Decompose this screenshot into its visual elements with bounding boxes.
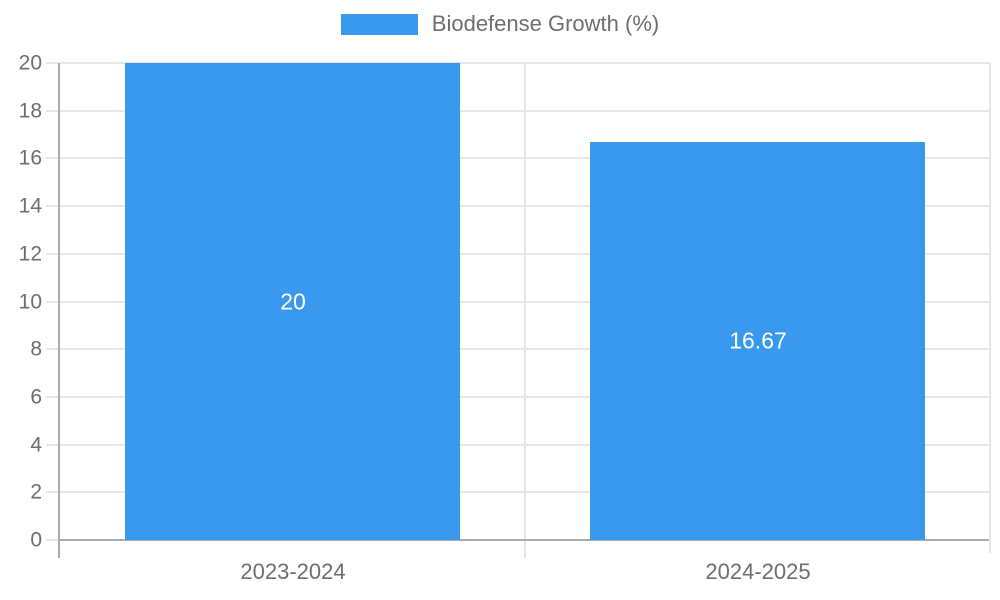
x-tick-label: 2023-2024 [240,559,346,584]
bar-2024-2025[interactable] [590,142,925,540]
y-tick-label: 8 [30,337,42,361]
x-axis-line [58,539,991,541]
y-tick-mark [46,348,58,350]
bar-2023-2024[interactable] [125,63,460,540]
y-tick-mark [46,539,58,541]
y-tick-mark [46,301,58,303]
y-tick-label: 2 [30,480,42,504]
y-tick-mark [46,205,58,207]
y-tick-label: 14 [18,194,42,218]
y-tick-label: 12 [18,242,42,266]
y-tick-label: 10 [18,290,42,314]
y-tick-mark [46,444,58,446]
y-tick-label: 18 [18,99,42,123]
y-tick-label: 20 [18,51,42,75]
y-tick-label: 0 [30,528,42,552]
legend[interactable]: Biodefense Growth (%) [0,13,1000,35]
legend-swatch-icon [340,13,418,35]
y-tick-mark [46,491,58,493]
plot-right-border [989,63,991,553]
y-tick-mark [46,157,58,159]
bar-value-label: 16.67 [729,327,787,354]
legend-label: Biodefense Growth (%) [431,11,660,36]
y-tick-label: 16 [18,146,42,170]
category-boundary-gridline [524,63,526,558]
y-tick-label: 4 [30,433,42,457]
y-tick-mark [46,396,58,398]
bar-value-label: 20 [280,288,306,315]
y-tick-mark [46,253,58,255]
x-tick-label: 2024-2025 [705,559,811,584]
y-axis-line [58,63,60,558]
y-tick-mark [46,110,58,112]
y-tick-label: 6 [30,385,42,409]
y-tick-mark [46,62,58,64]
